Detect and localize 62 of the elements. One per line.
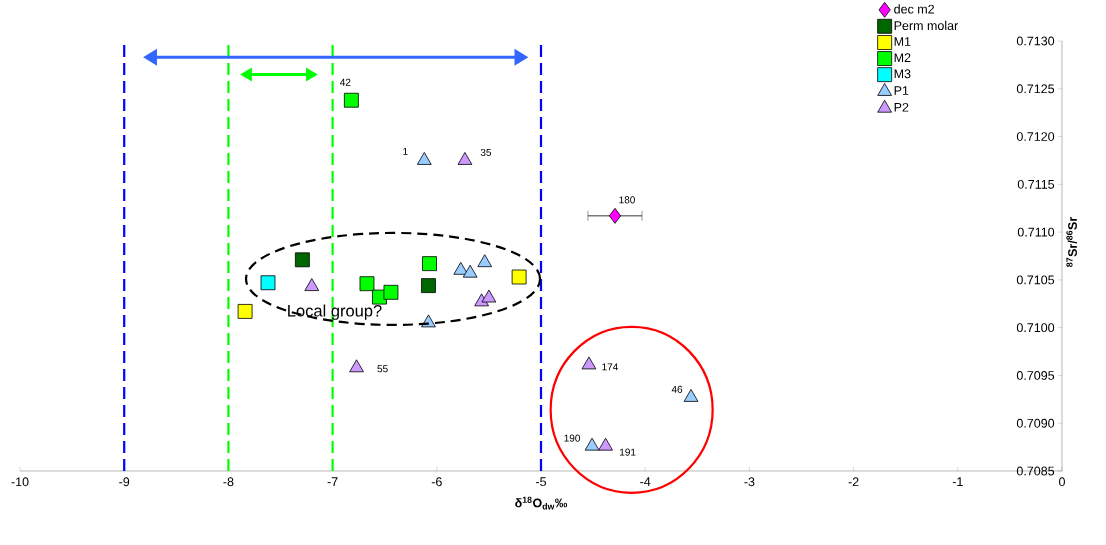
- point: [383, 284, 399, 300]
- y-tick-label: 0.7110: [1017, 227, 1055, 237]
- x-tick-label: -8: [223, 477, 234, 487]
- point: [511, 269, 527, 285]
- legend-label: M3: [894, 69, 911, 79]
- legend-label: Perm molar: [894, 20, 959, 31]
- point: [343, 92, 359, 108]
- point: [237, 304, 253, 319]
- x-tick-label: -5: [535, 477, 547, 487]
- annotation: 35: [480, 148, 492, 156]
- point: [349, 359, 364, 373]
- x-tick-label: -9: [119, 477, 130, 487]
- y-tick-label: 0.7090: [1016, 418, 1055, 428]
- point: [453, 261, 469, 275]
- point: [260, 275, 276, 291]
- point: [683, 389, 699, 402]
- y-tick-label: 0.7130: [1016, 36, 1055, 46]
- annotation: 42: [340, 78, 351, 86]
- point: [457, 152, 473, 165]
- legend-label: dec m2: [894, 4, 934, 14]
- annotation: 180: [619, 196, 635, 204]
- y-tick-label: 0.7095: [1016, 371, 1055, 380]
- point: [416, 152, 432, 165]
- x-tick-label: -1: [952, 477, 963, 486]
- point: [608, 207, 622, 224]
- legend-label: P2: [894, 102, 909, 112]
- y-axis-title: $^{87}$Sr/$^{86}$Sr: [1066, 217, 1078, 267]
- point: [422, 256, 437, 272]
- legend-label: P1: [894, 86, 909, 95]
- point: [598, 437, 613, 451]
- point: [421, 278, 436, 294]
- annotation: 46: [671, 385, 683, 393]
- x-tick-label: -2: [848, 477, 859, 487]
- annotation: 55: [377, 365, 388, 373]
- annotation: 1: [403, 147, 408, 155]
- x-axis-title: δ$^{18}$O$_{dw}$‰: [515, 496, 568, 510]
- x-tick-label: -4: [640, 477, 651, 486]
- annotation: 174: [602, 363, 618, 371]
- x-tick-label: 0: [1059, 477, 1065, 487]
- annotation: 190: [564, 434, 581, 442]
- annotation: 191: [620, 448, 636, 456]
- y-tick-label: 0.7105: [1016, 275, 1055, 285]
- point: [581, 356, 597, 370]
- x-tick-label: -10: [11, 477, 29, 487]
- y-tick-label: 0.7115: [1017, 179, 1055, 189]
- point: [481, 289, 497, 303]
- point: [462, 264, 478, 278]
- y-tick-label: 0.7120: [1016, 132, 1055, 141]
- annotation: Local group?: [288, 304, 382, 320]
- point: [584, 437, 600, 451]
- x-tick-label: -6: [431, 477, 442, 487]
- point: [304, 278, 320, 291]
- point: [477, 254, 493, 268]
- legend-label: M1: [894, 37, 911, 46]
- point: [359, 276, 375, 292]
- x-tick-label: -7: [327, 477, 338, 486]
- x-tick-label: -3: [744, 477, 755, 487]
- y-tick-label: 0.7085: [1016, 466, 1055, 476]
- y-tick-label: 0.7125: [1016, 84, 1055, 94]
- point: [294, 252, 310, 268]
- legend-label: M2: [894, 53, 911, 62]
- y-tick-label: 0.7100: [1016, 323, 1055, 333]
